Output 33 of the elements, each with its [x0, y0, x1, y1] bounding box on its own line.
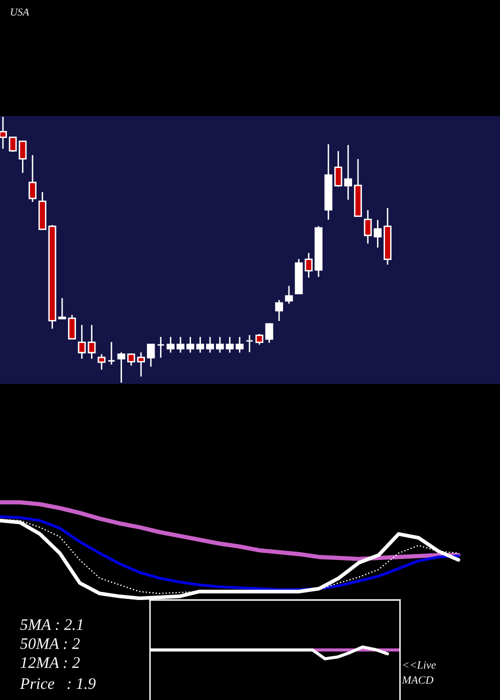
text: 12MA : 2	[20, 657, 80, 668]
candlestick	[156, 336, 165, 358]
candlestick	[246, 334, 254, 353]
candlestick	[364, 209, 372, 244]
chart-title: USA	[10, 8, 30, 16]
text: MACD	[402, 676, 434, 684]
candlestick	[146, 344, 155, 368]
candlestick	[176, 336, 184, 354]
candlestick	[0, 116, 7, 150]
text: <<Live	[403, 661, 436, 669]
candlestick	[255, 333, 264, 346]
candlestick	[58, 297, 66, 320]
candlestick	[374, 219, 382, 248]
candlestick	[265, 322, 274, 344]
candlestick	[166, 336, 175, 354]
text: 5MA : 2.1	[20, 619, 82, 630]
candlestick	[68, 314, 76, 340]
candlestick	[334, 150, 342, 188]
candlestick	[78, 324, 86, 360]
candlestick	[344, 144, 352, 200]
text: 50MA : 2	[20, 638, 80, 650]
candlestick	[137, 352, 145, 378]
candlestick	[216, 336, 224, 354]
candlestick	[28, 154, 36, 203]
candlestick	[275, 299, 284, 322]
candlestick	[226, 336, 234, 354]
candlestick	[98, 354, 106, 370]
candlestick	[236, 336, 244, 354]
candlestick	[88, 324, 96, 360]
candlestick	[285, 285, 293, 304]
candlestick	[206, 336, 214, 354]
text: Price : 1.9	[20, 678, 96, 690]
candlestick	[107, 341, 116, 366]
